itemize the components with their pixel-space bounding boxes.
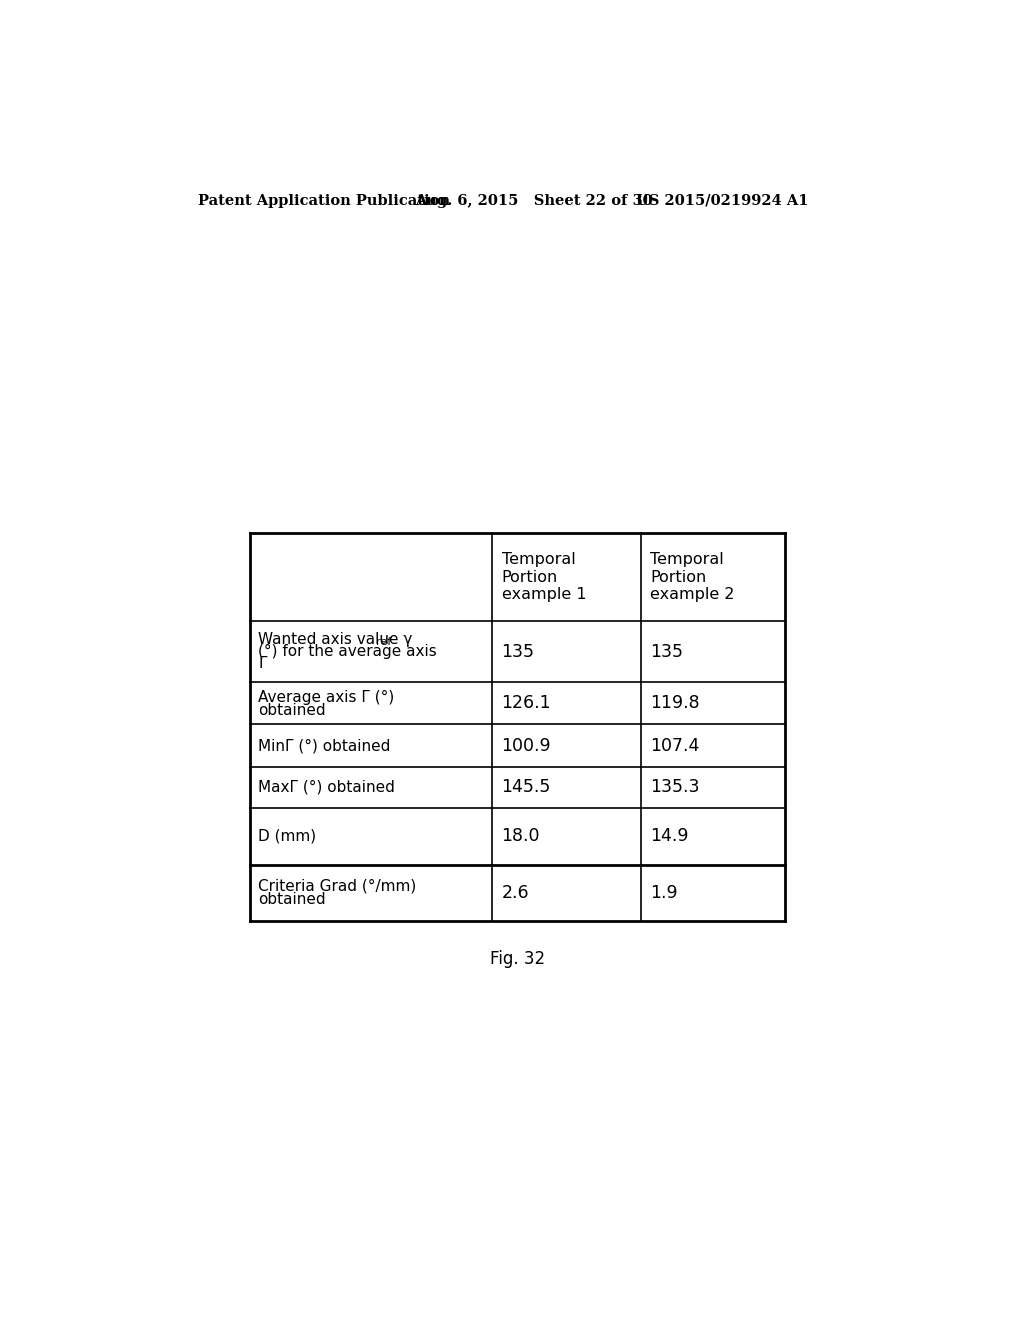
Text: MinΓ (°) obtained: MinΓ (°) obtained	[258, 738, 390, 752]
Text: 18.0: 18.0	[502, 828, 540, 845]
Text: 100.9: 100.9	[502, 737, 551, 755]
Text: 126.1: 126.1	[502, 694, 551, 713]
Text: Criteria Grad (°/mm): Criteria Grad (°/mm)	[258, 879, 417, 894]
Text: 2.6: 2.6	[502, 884, 529, 902]
Text: Temporal
Portion
example 1: Temporal Portion example 1	[502, 552, 586, 602]
Text: 107.4: 107.4	[650, 737, 699, 755]
Text: Temporal
Portion
example 2: Temporal Portion example 2	[650, 552, 735, 602]
Text: (°) for the average axis: (°) for the average axis	[258, 644, 437, 659]
Text: 1.9: 1.9	[650, 884, 678, 902]
Text: D (mm): D (mm)	[258, 829, 316, 843]
Text: Aug. 6, 2015   Sheet 22 of 30: Aug. 6, 2015 Sheet 22 of 30	[415, 194, 652, 207]
Text: Fig. 32: Fig. 32	[490, 950, 546, 968]
Text: 135: 135	[502, 643, 535, 660]
Text: 135: 135	[650, 643, 683, 660]
Text: ref: ref	[376, 638, 391, 647]
Text: Γ: Γ	[258, 656, 266, 672]
Text: obtained: obtained	[258, 892, 326, 907]
Text: MaxΓ (°) obtained: MaxΓ (°) obtained	[258, 780, 395, 795]
Text: Average axis Γ (°): Average axis Γ (°)	[258, 689, 394, 705]
Text: obtained: obtained	[258, 702, 326, 718]
Text: 145.5: 145.5	[502, 777, 551, 796]
Text: 14.9: 14.9	[650, 828, 689, 845]
Text: 135.3: 135.3	[650, 777, 699, 796]
Text: Wanted axis value γ: Wanted axis value γ	[258, 632, 413, 647]
Text: 119.8: 119.8	[650, 694, 700, 713]
Text: Patent Application Publication: Patent Application Publication	[198, 194, 450, 207]
Text: US 2015/0219924 A1: US 2015/0219924 A1	[636, 194, 808, 207]
